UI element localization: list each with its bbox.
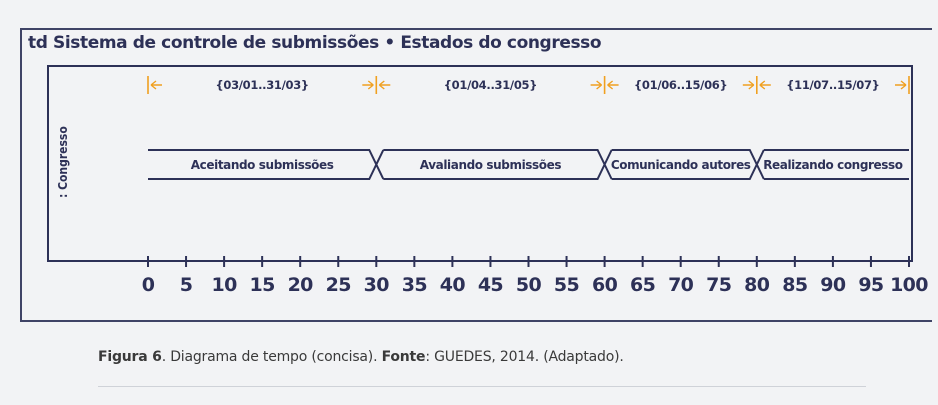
- tick-label: 30: [364, 274, 390, 296]
- states-layer: Aceitando submissões Avaliando submissões…: [148, 149, 909, 180]
- state-band: [763, 149, 909, 180]
- tick-label: 55: [554, 274, 579, 296]
- interval-2: {01/04..31/05}: [378, 78, 603, 92]
- tick-label: 45: [478, 274, 503, 296]
- arrow-right-icon: [895, 80, 907, 90]
- state-label: Avaliando submissões: [420, 158, 562, 172]
- state-3: Comunicando autores: [611, 149, 765, 180]
- tick-label: 75: [706, 274, 731, 296]
- caption-source-label: Fonte: [381, 349, 426, 365]
- state-label: Aceitando submissões: [191, 158, 334, 172]
- tick-label: 90: [820, 274, 846, 296]
- diagram-frame: [20, 28, 932, 322]
- figure-caption: Figura 6. Diagrama de tempo (concisa). F…: [98, 349, 624, 365]
- time-axis: 0 5 10 15 20 25 30 35 40 45 50 55 60 65 70 75 80 85 90 95 10…: [142, 256, 929, 296]
- tick-label: 95: [858, 274, 883, 296]
- interval-label: {03/01..31/03}: [215, 78, 308, 92]
- tick-label: 10: [211, 274, 237, 296]
- tick-label: 70: [668, 274, 694, 296]
- state-1: Aceitando submissões: [148, 149, 385, 180]
- tick-label: 60: [592, 274, 618, 296]
- state-2: Avaliando submissões: [383, 149, 613, 180]
- state-band: [611, 149, 765, 180]
- arrow-right-icon: [742, 80, 755, 90]
- interval-1: {03/01..31/03}: [150, 78, 374, 92]
- tick-label: 85: [782, 274, 807, 296]
- tick-label: 80: [744, 274, 770, 296]
- arrow-left-icon: [378, 80, 391, 90]
- interval-3: {01/06..15/06}: [607, 78, 755, 92]
- tick-label: 5: [180, 274, 193, 296]
- state-label: Comunicando autores: [611, 158, 751, 172]
- diagram-title: td Sistema de controle de submissões • E…: [28, 33, 602, 53]
- caption-text: . Diagrama de tempo (concisa).: [161, 349, 382, 365]
- intervals-layer: {03/01..31/03} {01/04..31/05} {01/06..15/0…: [147, 76, 910, 94]
- state-4: Realizando congresso: [763, 149, 909, 180]
- arrow-left-icon: [607, 80, 619, 90]
- state-band: [383, 149, 613, 180]
- tick-label: 65: [630, 274, 655, 296]
- arrow-left-icon: [759, 80, 771, 90]
- state-label: Realizando congresso: [763, 158, 903, 172]
- tick-label: 35: [402, 274, 427, 296]
- state-band: [148, 149, 385, 180]
- tick-label: 100: [890, 274, 928, 296]
- interval-label: {01/04..31/05}: [444, 78, 537, 92]
- arrow-right-icon: [590, 80, 603, 90]
- tick-label: 50: [516, 274, 542, 296]
- lifeline-label: : Congresso: [56, 126, 70, 198]
- lifeline-box: [47, 65, 913, 262]
- tick-label: 25: [326, 274, 351, 296]
- interval-label: {11/07..15/07}: [786, 78, 879, 92]
- tick-label: 20: [288, 274, 314, 296]
- caption-source-text: : GUEDES, 2014. (Adaptado).: [425, 349, 624, 365]
- caption-figure-label: Figura 6: [98, 349, 162, 365]
- interval-label: {01/06..15/06}: [634, 78, 727, 92]
- tick-label: 15: [250, 274, 275, 296]
- arrow-right-icon: [362, 80, 374, 90]
- tick-label: 40: [440, 274, 466, 296]
- caption-divider: [98, 386, 866, 387]
- arrow-left-icon: [150, 80, 162, 90]
- tick-label: 0: [142, 274, 155, 296]
- interval-4: {11/07..15/07}: [759, 78, 907, 92]
